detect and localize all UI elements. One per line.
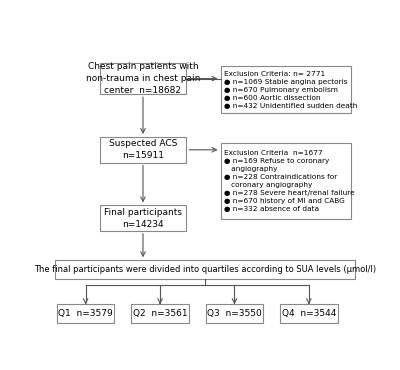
FancyBboxPatch shape — [131, 305, 189, 323]
Text: Q1  n=3579: Q1 n=3579 — [58, 309, 113, 318]
FancyBboxPatch shape — [55, 260, 355, 279]
Text: Final participants
n=14234: Final participants n=14234 — [104, 208, 182, 229]
Text: The final participants were divided into quartiles according to SUA levels (μmol: The final participants were divided into… — [34, 265, 376, 274]
Text: Chest pain patients with
non-trauma in chest pain
center  n=18682: Chest pain patients with non-trauma in c… — [86, 62, 200, 95]
FancyBboxPatch shape — [100, 63, 186, 94]
FancyBboxPatch shape — [220, 144, 351, 219]
Text: Q4  n=3544: Q4 n=3544 — [282, 309, 336, 318]
FancyBboxPatch shape — [280, 305, 338, 323]
FancyBboxPatch shape — [206, 305, 263, 323]
Text: Suspected ACS
n=15911: Suspected ACS n=15911 — [109, 139, 177, 160]
Text: Exclusion Criteria  n=1677
● n=169 Refuse to coronary
   angiography
● n=228 Con: Exclusion Criteria n=1677 ● n=169 Refuse… — [224, 150, 355, 212]
Text: Q3  n=3550: Q3 n=3550 — [207, 309, 262, 318]
Text: Q2  n=3561: Q2 n=3561 — [133, 309, 187, 318]
FancyBboxPatch shape — [220, 67, 351, 114]
FancyBboxPatch shape — [100, 205, 186, 231]
Text: Exclusion Criteria: n= 2771
● n=1069 Stable angina pectoris
● n=670 Pulmonary em: Exclusion Criteria: n= 2771 ● n=1069 Sta… — [224, 71, 358, 109]
FancyBboxPatch shape — [57, 305, 114, 323]
FancyBboxPatch shape — [100, 137, 186, 163]
